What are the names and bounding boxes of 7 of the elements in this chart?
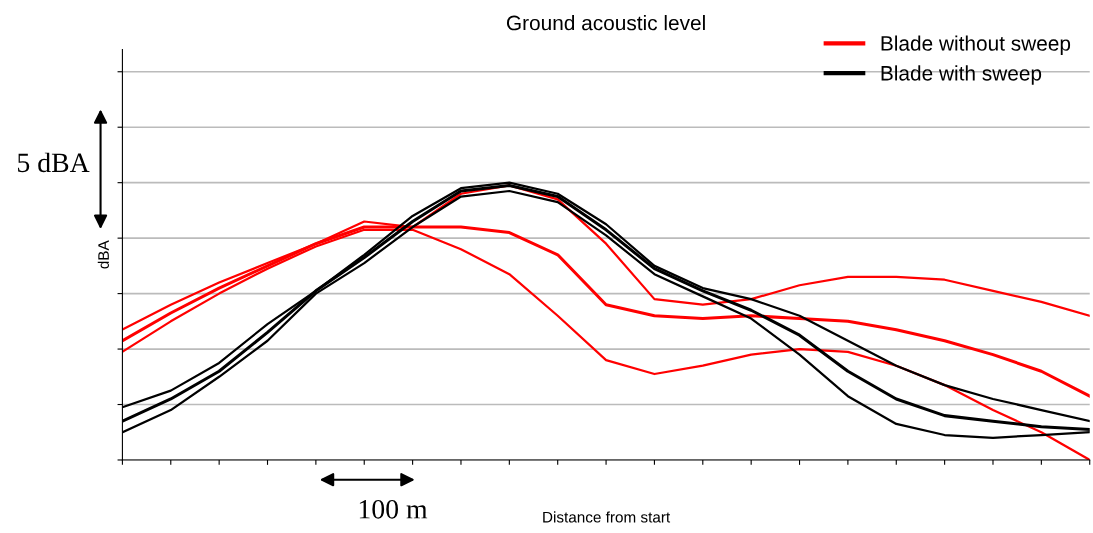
- text: 100 m: [359, 499, 428, 519]
- text: 5 dBA: [18, 152, 90, 173]
- chart-title: Ground acoustic level: [506, 15, 705, 31]
- legend-label: Blade with sweep: [881, 65, 1042, 85]
- y-axis-title: dBA: [97, 240, 109, 269]
- x-axis-title: Distance from start: [543, 511, 671, 523]
- legend-label: Blade without sweep: [881, 35, 1071, 55]
